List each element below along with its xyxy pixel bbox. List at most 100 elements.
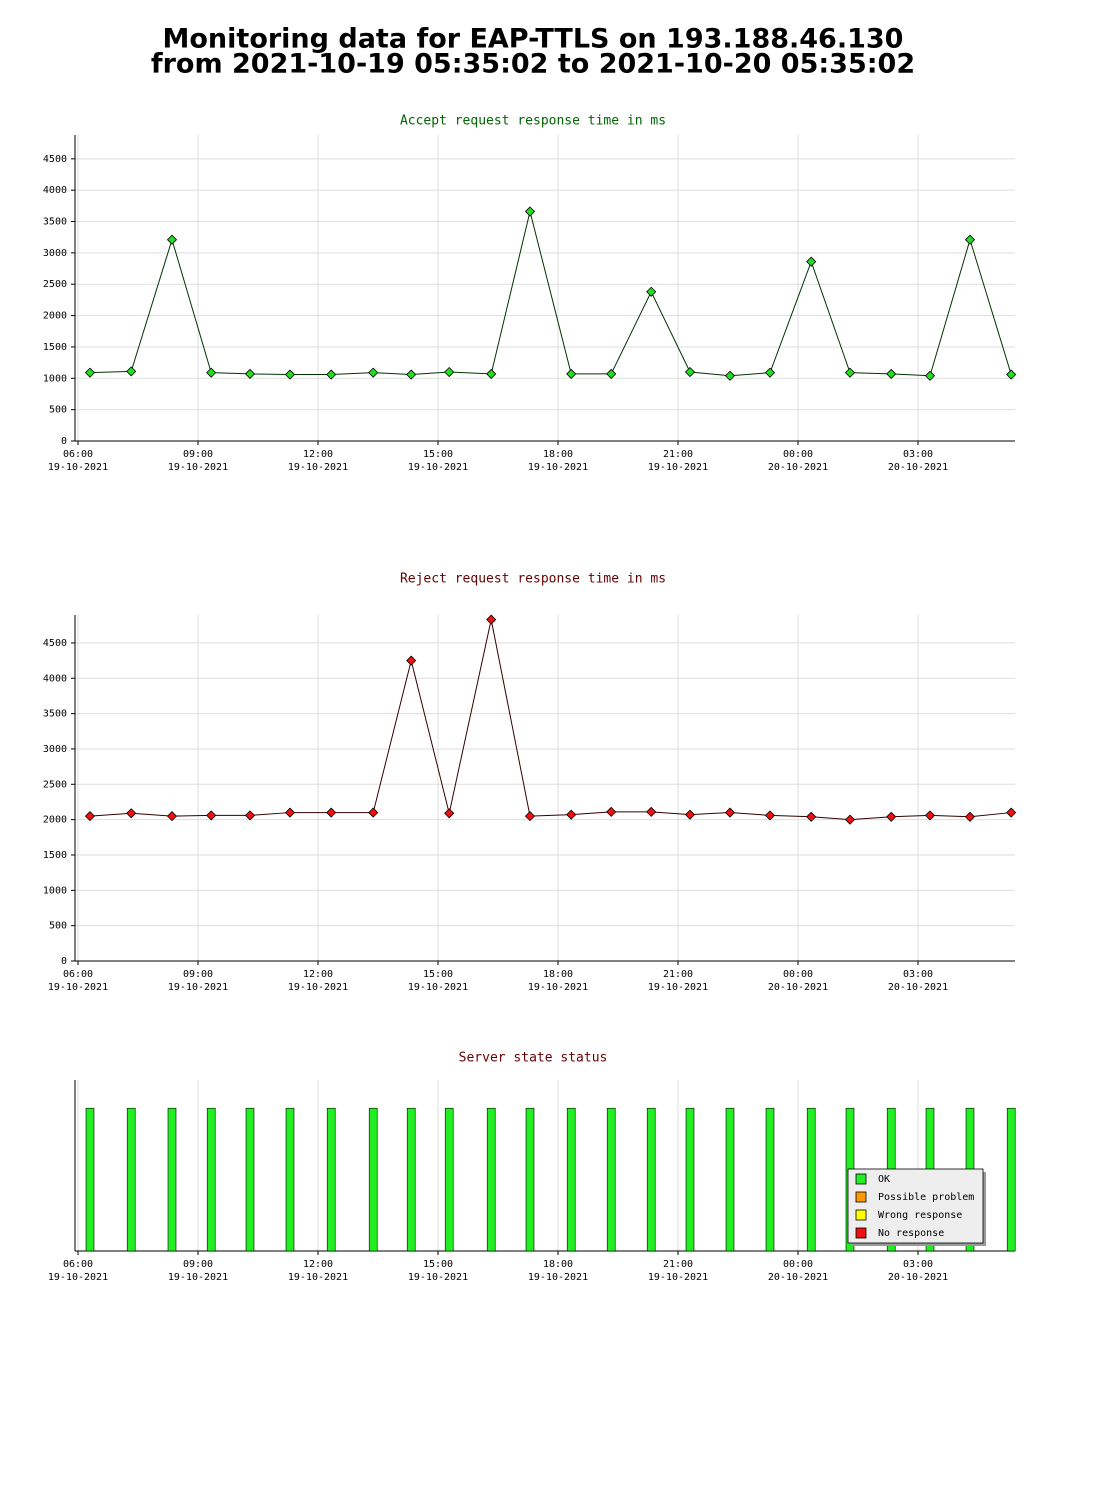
x-tick-label: 18:00 [543, 969, 573, 980]
x-tick-label: 18:00 [543, 449, 573, 460]
data-point [724, 807, 736, 818]
status-bar [206, 1107, 216, 1252]
data-point [964, 234, 976, 245]
data-point [1006, 807, 1017, 818]
x-tick-label: 21:00 [663, 1259, 693, 1270]
data-point [126, 366, 137, 377]
x-tick-date: 19-10-2021 [168, 1272, 228, 1283]
y-tick-label: 3000 [43, 248, 67, 259]
x-tick-date: 20-10-2021 [768, 462, 828, 473]
data-point [646, 286, 657, 297]
legend-swatch [855, 1209, 867, 1221]
data-point [806, 811, 817, 822]
legend-label: Possible problem [878, 1192, 974, 1203]
y-tick-label: 3500 [43, 217, 67, 228]
data-line [89, 211, 1012, 377]
x-tick-date: 20-10-2021 [888, 1272, 948, 1283]
data-point [166, 811, 178, 822]
data-point [524, 811, 536, 822]
x-tick-date: 19-10-2021 [48, 1272, 108, 1283]
x-tick-label: 15:00 [423, 1259, 453, 1270]
status-bar [326, 1107, 336, 1252]
x-tick-date: 19-10-2021 [528, 982, 588, 993]
chart: Server state status 06:00 19-10-2021 09:00 1… [48, 1051, 1016, 1283]
data-point [524, 206, 536, 217]
x-tick-date: 20-10-2021 [768, 1272, 828, 1283]
x-tick-date: 19-10-2021 [528, 462, 588, 473]
y-tick-label: 500 [49, 405, 67, 416]
page-title: from 2021-10-19 05:35:02 to 2021-10-20 0… [151, 49, 915, 80]
x-tick-date: 20-10-2021 [768, 982, 828, 993]
status-bar [285, 1107, 295, 1252]
y-tick-label: 0 [61, 436, 67, 447]
chart: Reject request response time in ms 06:00 1… [43, 572, 1017, 993]
x-tick-label: 06:00 [63, 1259, 93, 1270]
x-tick-date: 19-10-2021 [648, 982, 708, 993]
data-point [206, 367, 217, 378]
status-bar [406, 1107, 416, 1252]
x-tick-date: 19-10-2021 [168, 982, 228, 993]
data-point [606, 368, 617, 379]
data-point [844, 814, 856, 825]
status-bar [126, 1107, 136, 1252]
page-title: Monitoring data for EAP-TTLS on 193.188.… [163, 24, 904, 55]
data-point [406, 369, 417, 380]
data-point [566, 368, 577, 379]
x-tick-label: 06:00 [63, 969, 93, 980]
x-tick-label: 12:00 [303, 969, 333, 980]
data-point [326, 807, 337, 818]
x-tick-label: 06:00 [63, 449, 93, 460]
y-tick-label: 4000 [43, 185, 67, 196]
legend-label: No response [878, 1228, 944, 1239]
x-tick-date: 19-10-2021 [528, 1272, 588, 1283]
data-point [126, 808, 137, 819]
data-point [244, 368, 256, 379]
data-point [84, 811, 96, 822]
x-tick-date: 20-10-2021 [888, 462, 948, 473]
x-tick-date: 19-10-2021 [648, 462, 708, 473]
x-tick-label: 12:00 [303, 449, 333, 460]
status-bar [525, 1107, 535, 1252]
status-bar [85, 1107, 95, 1252]
y-tick-label: 2000 [43, 815, 67, 826]
x-tick-date: 19-10-2021 [408, 982, 468, 993]
x-tick-label: 09:00 [183, 1259, 213, 1270]
x-tick-date: 19-10-2021 [288, 1272, 348, 1283]
status-bar [368, 1107, 378, 1252]
status-bar [444, 1107, 454, 1252]
status-bar [646, 1107, 656, 1252]
y-tick-label: 3000 [43, 744, 67, 755]
data-point [1006, 369, 1017, 380]
legend-swatch [855, 1191, 867, 1203]
status-bar [167, 1107, 177, 1252]
data-point [326, 369, 337, 380]
y-tick-label: 1500 [43, 850, 67, 861]
data-point [244, 810, 256, 821]
data-point [764, 810, 776, 821]
x-tick-date: 19-10-2021 [48, 462, 108, 473]
legend-swatch [855, 1173, 867, 1185]
data-point [646, 806, 657, 817]
y-tick-label: 4000 [43, 673, 67, 684]
x-tick-label: 15:00 [423, 969, 453, 980]
x-tick-label: 09:00 [183, 969, 213, 980]
y-tick-label: 0 [61, 956, 67, 967]
y-tick-label: 1000 [43, 373, 67, 384]
status-bar [486, 1107, 496, 1252]
chart-title: Server state status [459, 1051, 608, 1066]
chart: Accept request response time in ms 06:00 1… [43, 114, 1017, 473]
x-tick-label: 15:00 [423, 449, 453, 460]
x-tick-label: 03:00 [903, 449, 933, 460]
data-point [924, 810, 936, 821]
data-point [486, 614, 497, 625]
chart-title: Accept request response time in ms [400, 114, 666, 129]
y-tick-label: 2500 [43, 779, 67, 790]
status-bar [685, 1107, 695, 1252]
x-tick-date: 19-10-2021 [408, 1272, 468, 1283]
data-point [84, 367, 96, 378]
data-point [844, 367, 856, 378]
status-bar [566, 1107, 576, 1252]
x-tick-date: 20-10-2021 [888, 982, 948, 993]
status-bar [765, 1107, 775, 1252]
status-bar [606, 1107, 616, 1252]
